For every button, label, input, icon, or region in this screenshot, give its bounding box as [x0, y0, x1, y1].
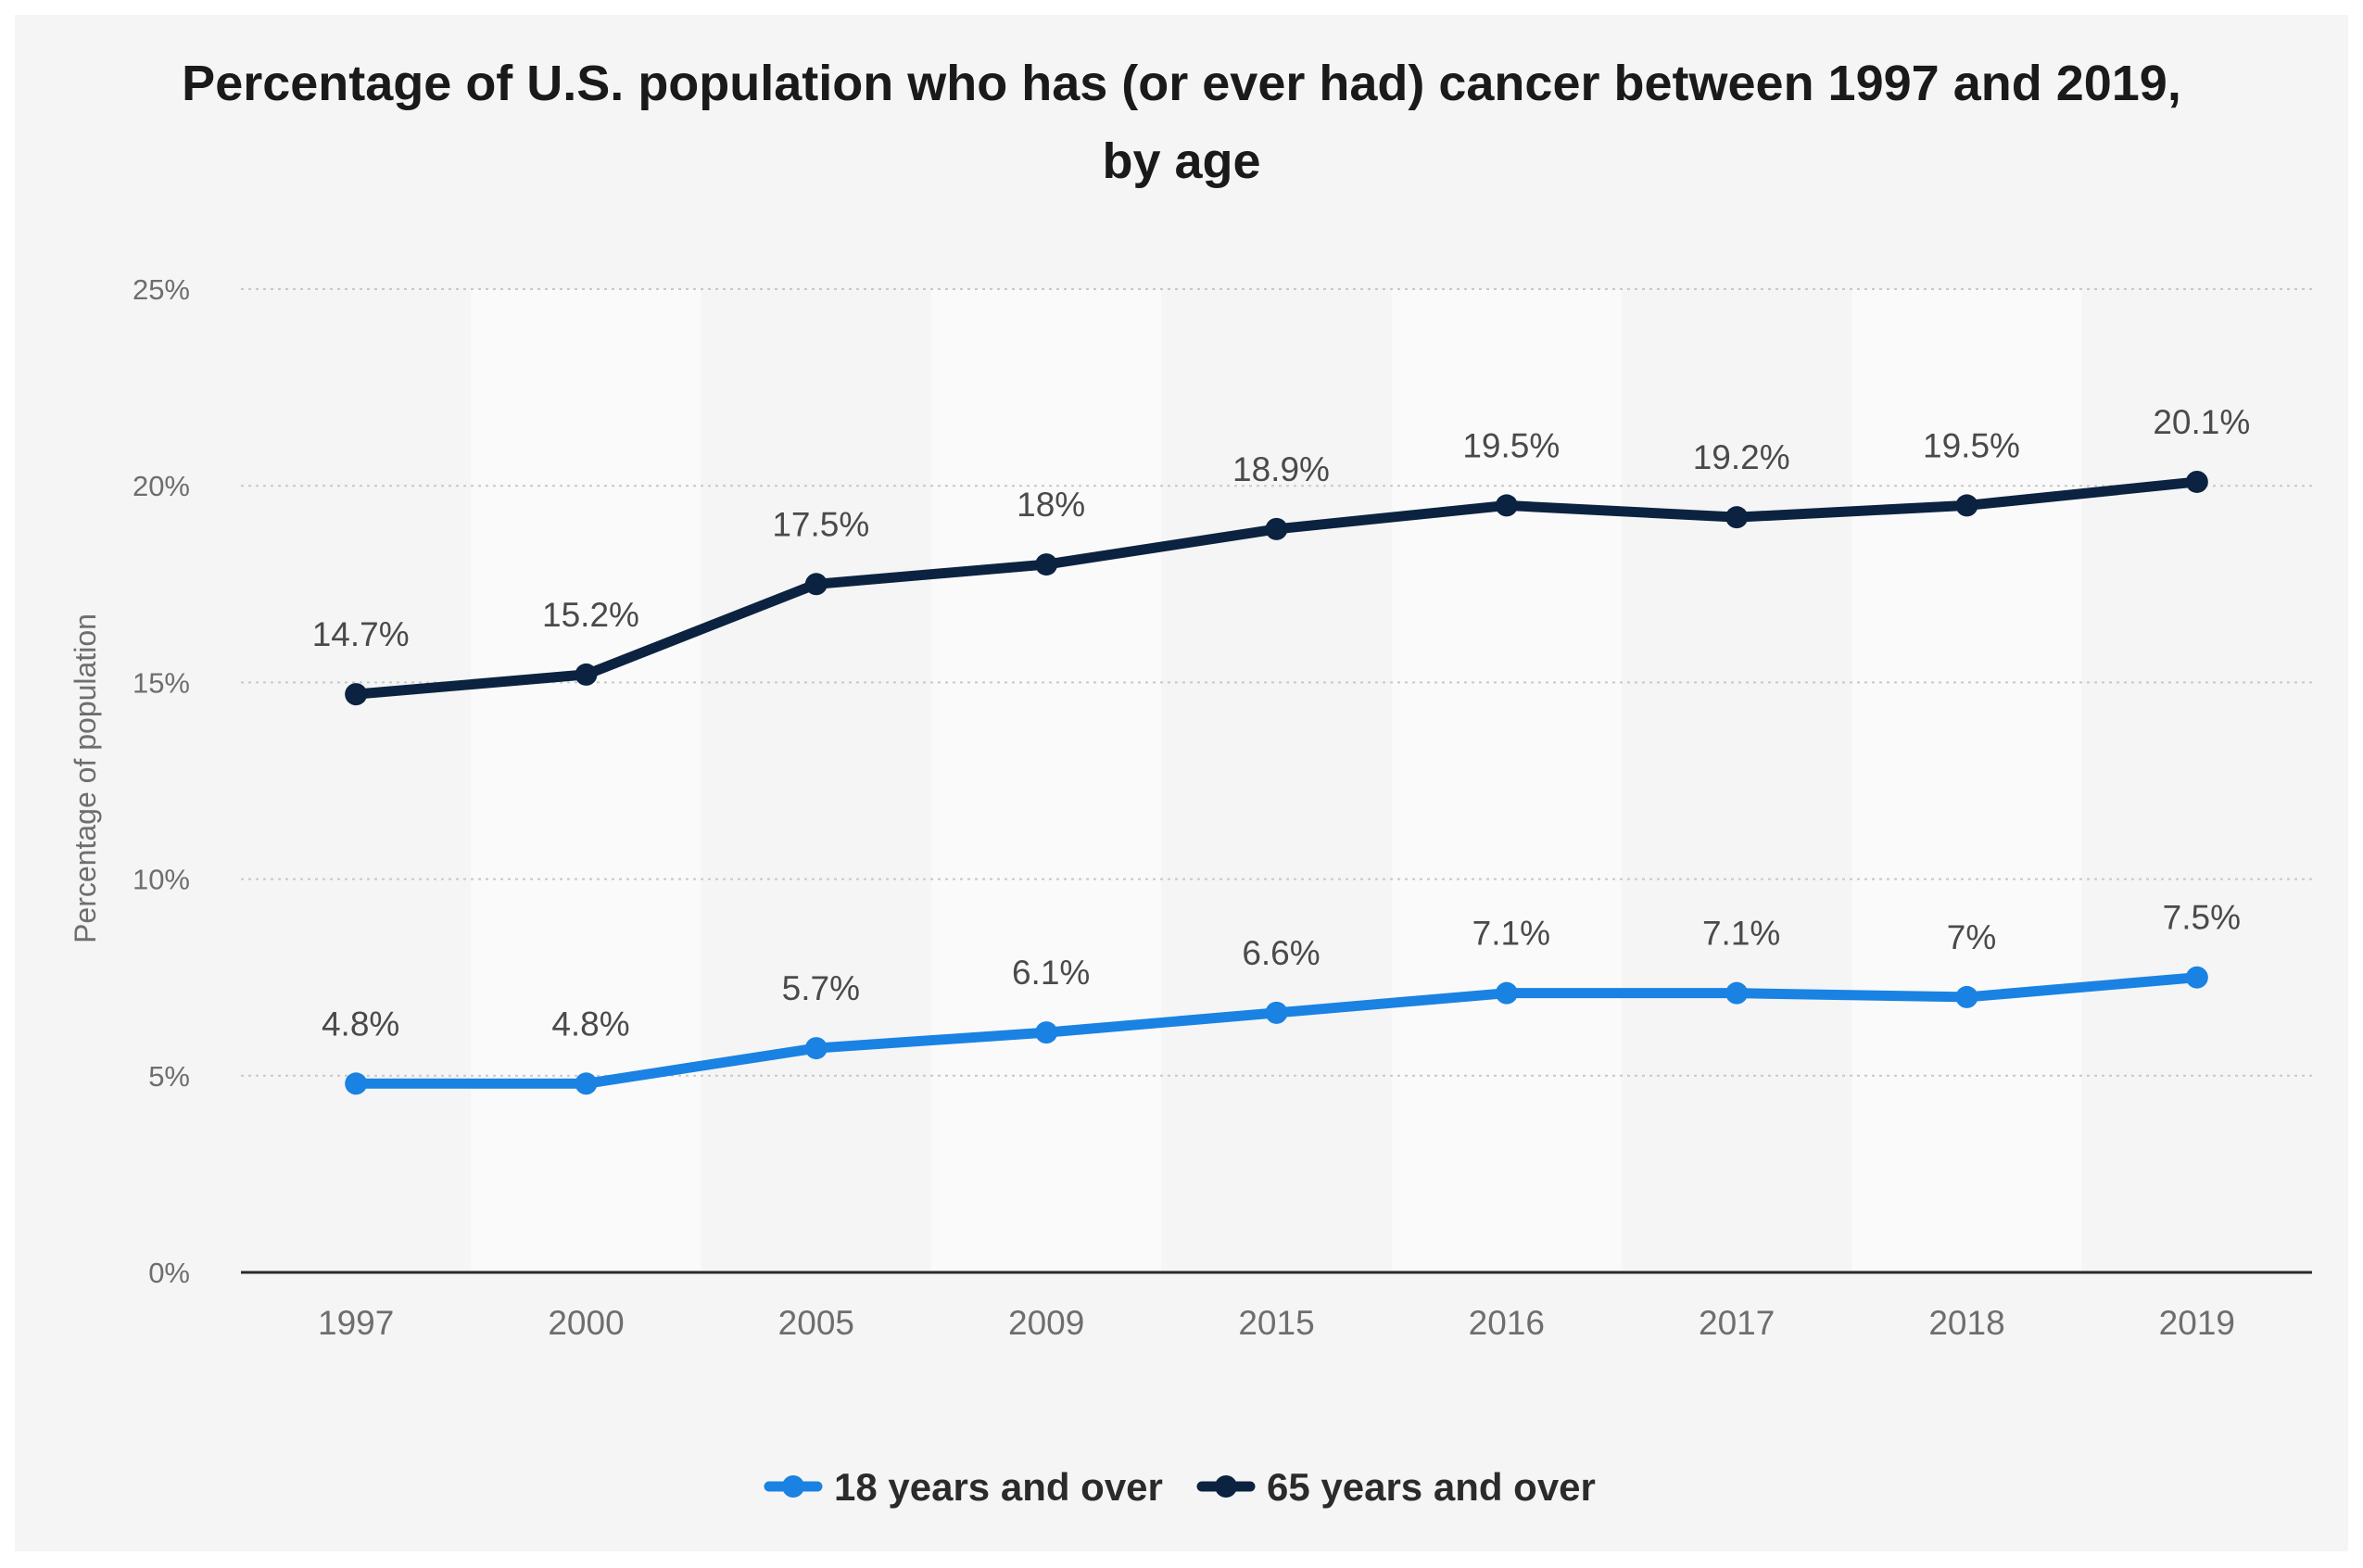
data-point[interactable] [1265, 517, 1288, 540]
column-band [471, 289, 701, 1272]
axes: 0% 5% 10% 15% 20% 25% 1997 2000 2005 2009 2015 2016… [133, 273, 2312, 1342]
series-layer [345, 470, 2208, 1095]
x-tick-label: 2017 [1699, 1304, 1775, 1342]
data-label: 6.1% [1012, 954, 1090, 992]
chart-title-line-1: Percentage of U.S. population who has (o… [182, 56, 2181, 111]
data-label: 7.1% [1472, 915, 1550, 953]
x-tick-label: 1997 [318, 1304, 394, 1342]
legend-label: 65 years and over [1267, 1465, 1596, 1509]
data-label: 17.5% [772, 505, 869, 543]
x-tick-label: 2016 [1469, 1304, 1545, 1342]
data-point[interactable] [1725, 981, 1749, 1005]
x-tick-label: 2005 [778, 1304, 854, 1342]
data-point[interactable] [1265, 1001, 1288, 1024]
data-label: 19.5% [1462, 426, 1560, 464]
data-point[interactable] [1495, 494, 1518, 517]
legend-item-2[interactable]: 65 years and over [1196, 1465, 1596, 1509]
x-tick-label: 2019 [2159, 1304, 2235, 1342]
chart-title: Percentage of U.S. population who has (o… [0, 44, 2363, 200]
data-point[interactable] [804, 1037, 828, 1060]
series-1 [345, 966, 2208, 1095]
data-point[interactable] [345, 683, 368, 706]
data-label: 19.5% [1923, 426, 2020, 464]
x-tick-label: 2018 [1928, 1304, 2004, 1342]
y-tick-label: 25% [133, 273, 190, 306]
y-tick-label: 5% [148, 1060, 190, 1093]
data-label: 18.9% [1232, 450, 1330, 488]
data-label: 4.8% [551, 1005, 629, 1043]
data-labels: 4.8% 4.8% 5.7% 6.1% 6.6% 7.1% 7.1% 7% 7.5% 14.7% 1… [312, 403, 2251, 1043]
data-label: 18% [1017, 486, 1085, 524]
data-label: 4.8% [322, 1005, 399, 1043]
data-point[interactable] [2185, 470, 2208, 493]
x-tick-label: 2000 [548, 1304, 624, 1342]
column-band [931, 289, 1162, 1272]
data-point[interactable] [345, 1072, 368, 1095]
y-tick-label: 15% [133, 666, 190, 699]
data-point[interactable] [1955, 985, 1978, 1008]
data-label: 6.6% [1242, 934, 1320, 972]
y-axis-label: Percentage of population [69, 613, 102, 943]
data-point[interactable] [1035, 1021, 1058, 1044]
data-point[interactable] [1725, 506, 1749, 529]
data-label: 7% [1947, 918, 1996, 956]
data-label: 7.1% [1702, 915, 1780, 953]
data-label: 14.7% [312, 615, 410, 653]
data-label: 20.1% [2153, 403, 2250, 441]
data-point[interactable] [1495, 981, 1518, 1005]
column-band [1851, 289, 2082, 1272]
x-tick-label: 2009 [1008, 1304, 1084, 1342]
series-2 [345, 470, 2208, 706]
data-point[interactable] [575, 1072, 598, 1095]
data-label: 15.2% [542, 596, 639, 634]
data-point[interactable] [1035, 553, 1058, 576]
legend-label: 18 years and over [834, 1465, 1163, 1509]
data-label: 7.5% [2163, 899, 2241, 937]
data-point[interactable] [2185, 966, 2208, 989]
y-tick-label: 10% [133, 864, 190, 896]
y-tick-label: 0% [148, 1257, 190, 1289]
data-point[interactable] [575, 663, 598, 686]
chart-title-line-2: by age [1102, 133, 1261, 189]
y-tick-label: 20% [133, 470, 190, 502]
legend: 18 years and over 65 years and over [764, 1465, 1596, 1509]
column-bands [471, 289, 2082, 1272]
data-label: 19.2% [1693, 438, 1790, 476]
column-band [1391, 289, 1622, 1272]
data-label: 5.7% [782, 969, 860, 1007]
legend-swatch-marker [1215, 1475, 1237, 1498]
x-tick-label: 2015 [1238, 1304, 1314, 1342]
legend-swatch-marker [782, 1475, 804, 1498]
data-point[interactable] [1955, 494, 1978, 517]
legend-item-1[interactable]: 18 years and over [764, 1465, 1163, 1509]
data-point[interactable] [804, 573, 828, 596]
